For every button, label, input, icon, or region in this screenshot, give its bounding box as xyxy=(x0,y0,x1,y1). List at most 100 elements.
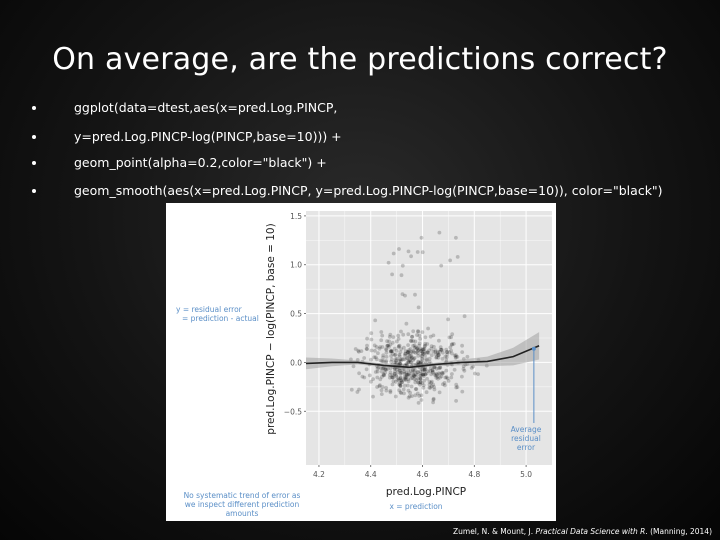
scatter-point xyxy=(362,356,367,360)
scatter-point xyxy=(417,343,421,348)
scatter-point xyxy=(413,368,417,373)
scatter-point xyxy=(388,349,393,354)
scatter-point xyxy=(392,346,397,351)
scatter-point xyxy=(395,339,399,344)
scatter-point xyxy=(395,370,400,375)
scatter-point xyxy=(419,349,424,353)
scatter-point xyxy=(462,314,467,319)
scatter-point xyxy=(397,352,402,357)
scatter-point xyxy=(398,350,403,354)
scatter-point xyxy=(409,376,413,381)
scatter-point xyxy=(402,391,406,396)
scatter-point xyxy=(453,356,458,360)
scatter-point xyxy=(399,378,403,382)
scatter-point xyxy=(444,368,449,373)
scatter-point xyxy=(404,356,409,360)
scatter-point xyxy=(428,366,433,370)
scatter-point xyxy=(427,359,432,364)
scatter-point xyxy=(442,381,447,385)
scatter-point xyxy=(433,349,438,354)
scatter-point xyxy=(428,385,433,390)
scatter-point xyxy=(422,369,427,373)
scatter-point xyxy=(409,338,413,343)
scatter-point xyxy=(450,342,455,347)
scatter-point xyxy=(401,332,406,337)
scatter-point xyxy=(384,348,389,352)
scatter-point xyxy=(399,378,404,383)
scatter-point xyxy=(396,345,401,349)
scatter-point xyxy=(413,372,418,377)
scatter-point xyxy=(369,337,374,342)
scatter-point xyxy=(431,397,436,402)
scatter-point xyxy=(388,332,393,337)
scatter-point xyxy=(394,373,398,378)
scatter-point xyxy=(351,364,356,369)
scatter-point xyxy=(406,353,411,357)
bullet-text: y=pred.Log.PINCP-log(PINCP,base=10))) + xyxy=(74,129,342,144)
scatter-point xyxy=(400,263,405,268)
scatter-point xyxy=(434,371,438,376)
scatter-point xyxy=(371,394,375,399)
scatter-point xyxy=(377,346,382,351)
scatter-point xyxy=(426,369,431,374)
scatter-point xyxy=(420,372,425,377)
scatter-point xyxy=(438,345,443,349)
scatter-point xyxy=(398,372,403,376)
x-tick-labels: 4.2 4.4 4.6 4.8 5.0 xyxy=(313,465,532,479)
scatter-point xyxy=(406,349,410,354)
scatter-point xyxy=(371,377,375,381)
scatter-point xyxy=(406,360,410,364)
scatter-point xyxy=(365,336,369,341)
scatter-point xyxy=(429,372,433,377)
scatter-point xyxy=(462,368,467,373)
scatter-point xyxy=(391,251,396,256)
scatter-point xyxy=(415,349,419,354)
scatter-point xyxy=(441,371,446,375)
scatter-point xyxy=(384,385,388,390)
scatter-point xyxy=(394,374,399,379)
scatter-point xyxy=(407,358,412,363)
scatter-point xyxy=(434,372,439,377)
scatter-point xyxy=(410,334,415,339)
scatter-point xyxy=(403,374,407,379)
scatter-point xyxy=(427,382,432,387)
scatter-point xyxy=(418,369,423,374)
scatter-point xyxy=(416,305,421,310)
scatter-point xyxy=(410,334,414,339)
scatter-point xyxy=(415,250,420,254)
scatter-point xyxy=(412,356,417,360)
scatter-point xyxy=(379,366,383,371)
scatter-point xyxy=(424,371,429,376)
scatter-point xyxy=(434,355,439,359)
annotation-no-trend: No systematic trend of error as we inspe… xyxy=(184,491,301,518)
scatter-point xyxy=(434,355,439,360)
scatter-point xyxy=(432,387,437,392)
scatter-point xyxy=(421,374,426,379)
scatter-point xyxy=(406,332,411,337)
bullet-dot-icon xyxy=(32,161,36,165)
scatter-point xyxy=(397,359,402,363)
scatter-point xyxy=(392,371,397,376)
scatter-point xyxy=(401,357,405,362)
scatter-point xyxy=(406,359,411,364)
scatter-point xyxy=(375,385,379,389)
scatter-point xyxy=(412,343,417,348)
scatter-point xyxy=(452,353,457,358)
scatter-point xyxy=(373,355,378,360)
scatter-point xyxy=(454,385,459,390)
scatter-point xyxy=(398,383,402,388)
scatter-point xyxy=(407,354,412,359)
scatter-point xyxy=(373,318,378,323)
scatter-point xyxy=(416,381,421,385)
scatter-point xyxy=(461,367,466,371)
scatter-point xyxy=(421,372,426,377)
scatter-point xyxy=(390,375,394,380)
scatter-point xyxy=(411,373,416,378)
scatter-point xyxy=(421,350,425,354)
x-tick-label: 4.4 xyxy=(365,470,377,479)
scatter-point xyxy=(390,349,395,354)
scatter-point xyxy=(446,379,451,383)
scatter-point xyxy=(406,368,410,373)
scatter-point xyxy=(460,374,464,379)
scatter-point xyxy=(441,382,445,387)
